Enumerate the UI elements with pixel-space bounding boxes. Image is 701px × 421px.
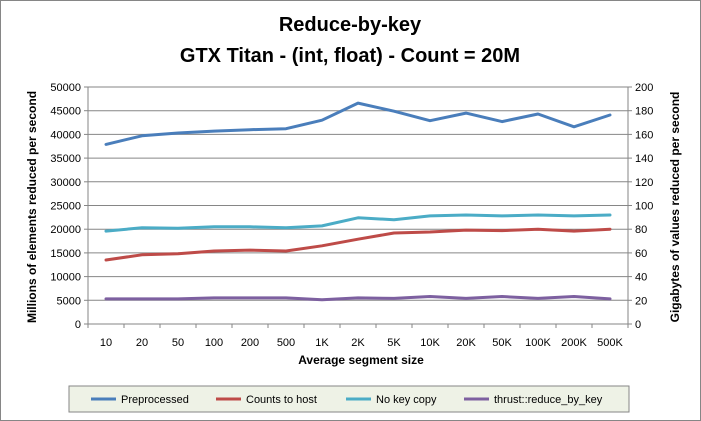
y2-tick-label: 20 <box>635 295 647 307</box>
x-tick-label: 20K <box>456 337 476 349</box>
x-tick-label: 10 <box>100 337 112 349</box>
y-tick-label: 5000 <box>57 295 81 307</box>
y2-axis-ticks: 0 20 40 60 80 100 120 140 160 180 200 <box>628 82 653 331</box>
series-line-0 <box>104 101 612 146</box>
legend-label-0: Preprocessed <box>121 394 189 406</box>
x-tick-label: 50K <box>492 337 512 349</box>
x-axis-title: Average segment size <box>298 353 424 367</box>
chart-title-line-2: GTX Titan - (int, float) - Count = 20M <box>180 45 520 67</box>
x-tick-label: 100 <box>205 337 223 349</box>
x-tick-label: 500K <box>597 337 623 349</box>
y-axis-title: Millions of elements reduced per second <box>25 91 39 323</box>
y-tick-label: 10000 <box>50 272 81 284</box>
y2-tick-label: 100 <box>635 201 653 213</box>
x-tick-label: 500 <box>277 337 295 349</box>
y2-tick-label: 120 <box>635 177 653 189</box>
x-tick-label: 200K <box>561 337 587 349</box>
legend-label-1: Counts to host <box>246 394 317 406</box>
y2-tick-label: 180 <box>635 106 653 118</box>
y2-tick-label: 200 <box>635 82 653 94</box>
y-tick-label: 50000 <box>50 82 81 94</box>
x-tick-label: 200 <box>241 337 259 349</box>
y2-tick-label: 0 <box>635 319 641 331</box>
y-tick-label: 0 <box>75 319 81 331</box>
legend: Preprocessed Counts to host No key copy thr… <box>91 394 603 406</box>
legend-label-3: thrust::reduce_by_key <box>494 394 603 406</box>
series-line-1 <box>104 227 612 262</box>
y2-tick-label: 80 <box>635 224 647 236</box>
y-tick-label: 25000 <box>50 201 81 213</box>
series-line-2 <box>104 213 612 233</box>
y-tick-label: 45000 <box>50 106 81 118</box>
x-tick-label: 5K <box>387 337 401 349</box>
y-axis-ticks: 0 5000 10000 15000 20000 25000 30000 35000 40000… <box>50 82 88 331</box>
chart-title-line-1: Reduce-by-key <box>279 14 422 36</box>
legend-label-2: No key copy <box>376 394 437 406</box>
y-tick-label: 35000 <box>50 153 81 165</box>
x-axis-ticks: 10 20 50 100 200 500 1K 2K 5K 10K 20K 50K 100K 200K 50… <box>87 324 629 349</box>
y2-tick-label: 60 <box>635 248 647 260</box>
x-tick-label: 10K <box>420 337 440 349</box>
y-tick-label: 15000 <box>50 248 81 260</box>
y-tick-label: 20000 <box>50 224 81 236</box>
x-tick-label: 2K <box>351 337 365 349</box>
x-tick-label: 1K <box>315 337 329 349</box>
y-tick-label: 30000 <box>50 177 81 189</box>
y2-tick-label: 160 <box>635 129 653 141</box>
series-line-3 <box>104 295 612 302</box>
series-lines <box>104 101 612 302</box>
x-tick-label: 100K <box>525 337 551 349</box>
y2-tick-label: 140 <box>635 153 653 165</box>
x-tick-label: 20 <box>136 337 148 349</box>
x-tick-label: 50 <box>172 337 184 349</box>
plot-area-border <box>87 86 629 325</box>
y2-axis-title: Gigabytes of values reduced per second <box>668 92 682 323</box>
gridlines <box>88 86 628 301</box>
y2-tick-label: 40 <box>635 272 647 284</box>
y-tick-label: 40000 <box>50 129 81 141</box>
